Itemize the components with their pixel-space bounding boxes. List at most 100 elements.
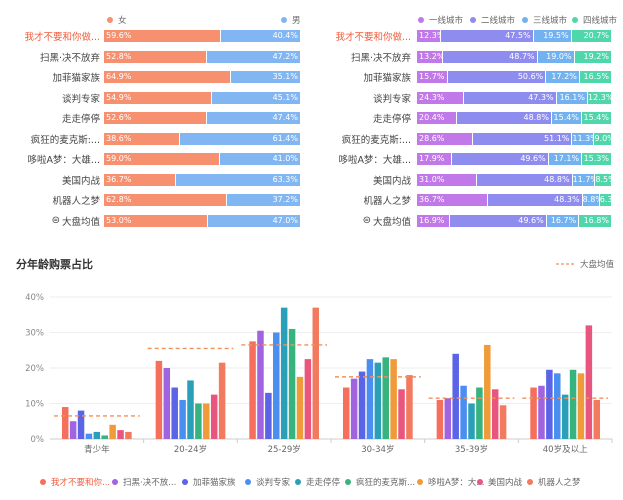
age-bar[interactable] [117,430,124,439]
city-bar-row[interactable]: 36.7%48.3%8.8%6.3% [417,194,612,206]
age-bar[interactable] [125,431,132,439]
gender-bar-row[interactable]: 52.8% 47.2% [104,50,300,63]
age-bar[interactable] [546,369,553,439]
city-bar-row[interactable]: 28.6%51.1%11.3%9.0% [417,132,612,145]
city-tier4-segment[interactable]: 19.2% [574,50,612,63]
city-tier4-segment[interactable]: 16.8% [579,214,612,227]
age-bar[interactable] [561,394,569,439]
age-bar[interactable] [577,373,585,439]
city-tier1-segment[interactable]: 15.7% [417,71,448,83]
gender-bar-row[interactable]: 59.0% 41.0% [104,153,300,165]
city-tier1-segment[interactable]: 31.0% [417,173,478,186]
age-bar[interactable] [101,435,108,439]
gender-bar-row[interactable]: 54.9% 45.1% [104,91,300,104]
age-bar[interactable] [195,403,202,440]
age-bar[interactable] [69,421,77,439]
age-bar[interactable] [257,330,264,439]
female-bar-segment[interactable]: 54.9% [104,91,212,104]
age-bar[interactable] [304,359,312,439]
age-bar[interactable] [61,407,69,439]
legend-series-item[interactable]: 扫黑·决不放... [112,476,176,488]
city-tier1-segment[interactable]: 36.7% [417,194,489,206]
age-bar[interactable] [171,387,178,439]
male-bar-segment[interactable]: 47.2% [207,50,300,63]
age-bar[interactable] [249,341,256,439]
age-bar[interactable] [358,371,366,439]
age-bar[interactable] [312,307,320,439]
age-bar[interactable] [77,410,85,439]
age-bar[interactable] [203,403,210,440]
female-bar-segment[interactable]: 36.7% [104,173,176,186]
city-tier3-segment[interactable]: 17.1% [548,153,583,165]
female-bar-segment[interactable]: 53.0% [104,214,208,227]
gender-bar-row[interactable]: 62.8% 37.2% [104,194,300,206]
age-bar[interactable] [452,353,459,439]
city-tier4-segment[interactable]: 15.3% [582,153,612,165]
city-tier1-segment[interactable]: 17.9% [417,153,452,165]
age-bar[interactable] [366,359,374,439]
male-bar-segment[interactable]: 37.2% [227,194,300,206]
city-tier1-segment[interactable]: 28.6% [417,132,473,145]
city-tier4-segment[interactable]: 20.7% [571,30,612,42]
city-tier2-segment[interactable]: 48.8% [456,112,552,124]
legend-series-item[interactable]: 机器人之梦 [527,476,581,488]
city-tier2-segment[interactable]: 48.8% [477,173,573,186]
age-bar[interactable] [484,344,491,439]
male-bar-segment[interactable]: 63.3% [175,173,300,186]
city-tier3-segment[interactable]: 17.2% [546,71,580,83]
male-bar-segment[interactable]: 35.1% [231,71,300,83]
city-tier3-segment[interactable]: 8.8% [582,194,600,206]
city-tier2-segment[interactable]: 51.1% [472,132,573,145]
age-bar[interactable] [280,307,288,439]
gender-bar-row[interactable]: 36.7% 63.3% [104,173,300,186]
age-bar[interactable] [210,394,218,439]
city-tier3-segment[interactable]: 19.0% [537,50,575,63]
city-tier4-segment[interactable]: 6.3% [599,194,612,206]
age-bar[interactable] [85,433,93,439]
city-tier3-segment[interactable]: 19.5% [533,30,572,42]
city-tier1-segment[interactable]: 12.3% [417,30,441,42]
age-bar[interactable] [350,378,358,439]
city-tier2-segment[interactable]: 49.6% [451,153,549,165]
age-bar[interactable] [374,362,382,439]
legend-tier1[interactable]: 一线城市 [418,14,463,26]
city-bar-row[interactable]: 13.2% 48.7% 19.0% 19.2% [417,50,612,63]
age-bar[interactable] [585,325,593,439]
city-tier3-segment[interactable]: 11.7% [572,173,596,186]
gender-bar-row[interactable]: 59.6% 40.4% [104,30,300,42]
female-bar-segment[interactable]: 52.6% [104,112,208,124]
legend-tier2[interactable]: 二线城市 [470,14,515,26]
age-bar[interactable] [468,403,475,440]
city-bar-row[interactable]: 24.3% 47.3% 16.1% 12.3% [417,91,612,104]
legend-series-item[interactable]: 加菲猫家族 [182,476,236,488]
gender-bar-row[interactable]: 64.9% 35.1% [104,71,300,83]
age-bar[interactable] [554,373,561,439]
female-bar-segment[interactable]: 38.6% [104,132,180,145]
gender-bar-row[interactable]: 53.0% 47.0% [104,214,300,227]
male-bar-segment[interactable]: 61.4% [179,132,300,145]
age-bar[interactable] [273,332,280,440]
legend-series-item[interactable]: 美国内战 [477,476,522,488]
age-bar[interactable] [538,385,545,439]
city-bar-row[interactable]: 16.9% 49.6% 16.7% 16.8% [417,214,612,227]
city-bar-row[interactable]: 31.0%48.8%11.7%8.5% [417,173,612,186]
legend-female[interactable]: 女 [107,14,127,26]
age-bar[interactable] [163,368,171,439]
city-tier3-segment[interactable]: 15.4% [551,112,582,124]
city-bar-row[interactable]: 15.7% 50.6% 17.2% 16.5% [417,71,612,83]
age-bar[interactable] [491,389,499,439]
city-tier2-segment[interactable]: 49.6% [449,214,547,227]
female-bar-segment[interactable]: 62.8% [104,194,228,206]
age-bar[interactable] [398,389,405,439]
city-tier4-segment[interactable]: 15.4% [581,112,612,124]
gender-bar-row[interactable]: 38.6% 61.4% [104,132,300,145]
age-bar[interactable] [530,387,537,439]
age-bar[interactable] [390,359,397,439]
city-bar-row[interactable]: 12.3%47.5%19.5%20.7% [417,30,612,42]
age-bar[interactable] [593,399,601,439]
age-bar[interactable] [288,328,296,439]
city-bar-row[interactable]: 20.4% 48.8% 15.4% 15.4% [417,112,612,124]
city-tier4-segment[interactable]: 12.3% [588,91,612,104]
city-tier1-segment[interactable]: 24.3% [417,91,465,104]
age-bar[interactable] [187,380,194,439]
